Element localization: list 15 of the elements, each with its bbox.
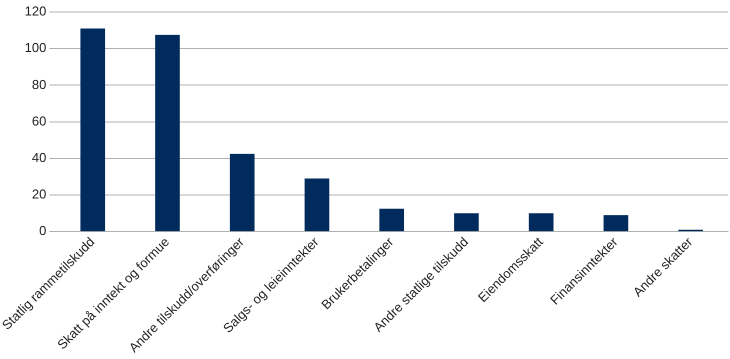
bar bbox=[454, 213, 479, 232]
y-tick-label: 0 bbox=[39, 223, 46, 238]
bar bbox=[304, 178, 330, 232]
bar bbox=[230, 154, 255, 232]
bar bbox=[80, 28, 106, 232]
y-tick-label: 60 bbox=[32, 113, 46, 128]
y-tick-label: 20 bbox=[32, 186, 46, 202]
bar bbox=[155, 34, 180, 232]
bar bbox=[604, 215, 628, 232]
y-tick-label: 40 bbox=[32, 150, 46, 165]
bar bbox=[379, 208, 404, 232]
y-tick-label: 80 bbox=[32, 76, 46, 92]
bar bbox=[528, 213, 554, 232]
y-tick-label: 120 bbox=[24, 4, 46, 19]
y-tick-label: 100 bbox=[24, 40, 46, 56]
